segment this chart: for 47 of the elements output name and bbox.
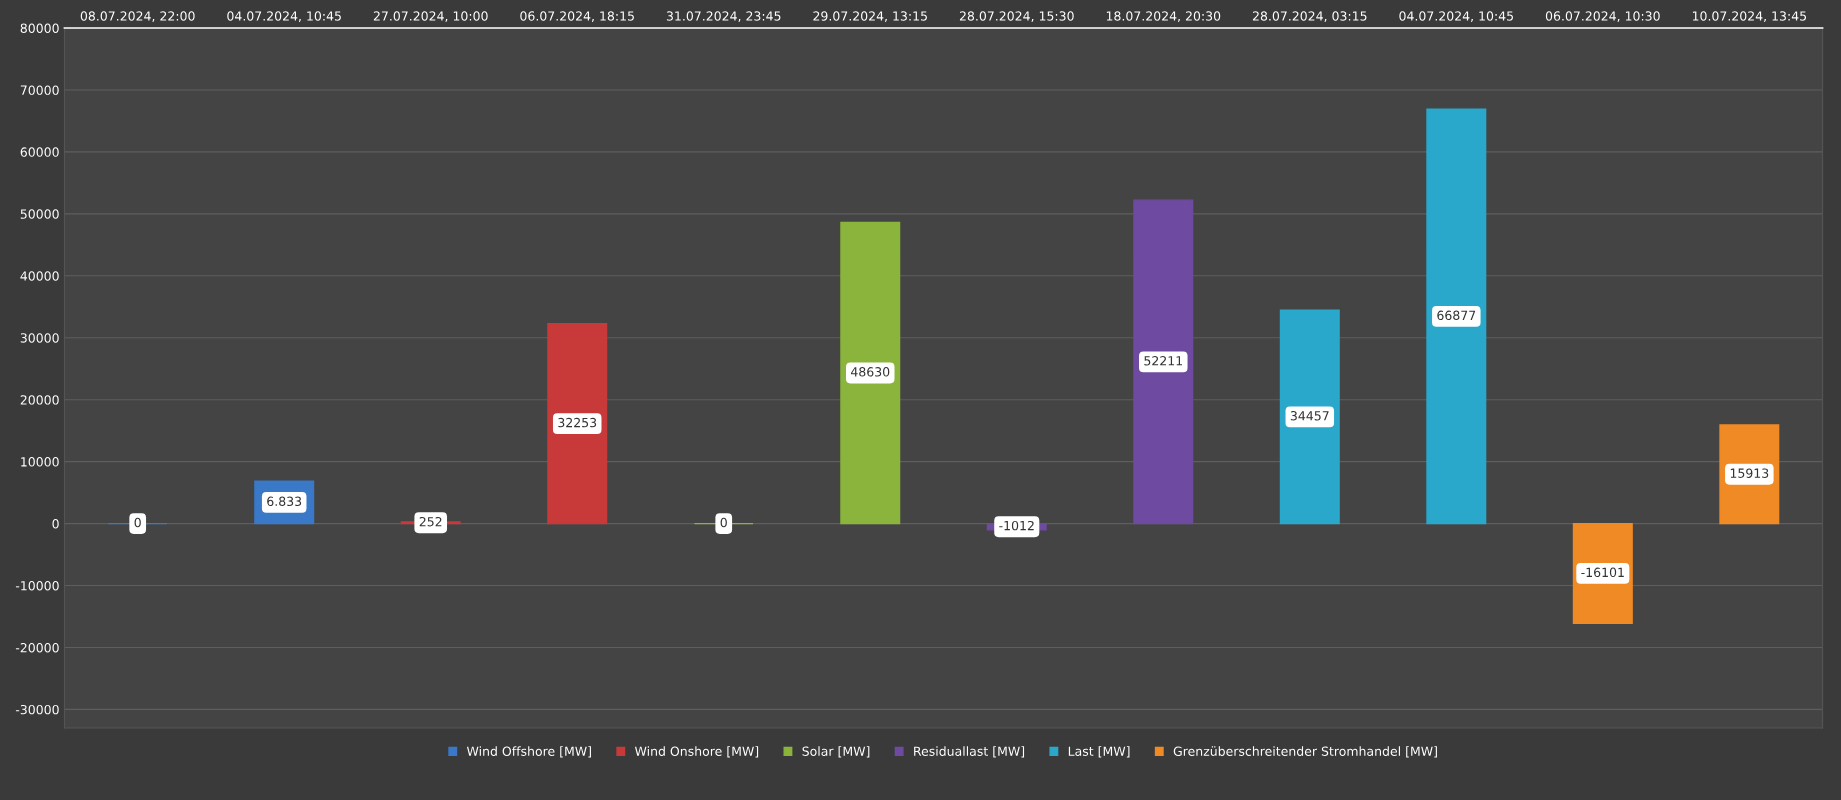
y-tick-label: 70000 [20,85,59,95]
data-label: -16101 [1581,567,1624,578]
data-label: 32253 [558,417,597,428]
data-label: 252 [419,516,442,527]
data-label: 48630 [850,367,890,377]
y-tick-label: 0 [52,519,59,529]
x-tick-label: 28.07.2024, 03:15 [1252,11,1367,22]
x-tick-label: 28.07.2024, 15:30 [959,11,1074,22]
legend-label: Solar [MW] [802,746,870,758]
data-label: 52211 [1144,356,1183,366]
x-tick-label: 27.07.2024, 10:00 [373,11,488,22]
x-tick-label: 06.07.2024, 18:15 [520,11,634,22]
y-tick-label: 50000 [20,209,59,219]
x-tick-label: 31.07.2024, 23:45 [666,11,781,22]
y-tick-label: 20000 [20,395,59,405]
y-tick-label: 80000 [20,23,59,33]
data-label: 0 [720,517,727,528]
legend-label: Last [MW] [1068,746,1130,758]
bar [1426,108,1487,525]
y-tick-label: 30000 [20,333,59,343]
data-label: -1012 [999,520,1034,531]
bar [1133,199,1194,525]
bar [547,323,608,525]
bar [1279,309,1340,525]
x-tick-label: 04.07.2024, 10:45 [1399,11,1513,22]
x-tick-label: 29.07.2024, 13:15 [813,11,927,22]
x-tick-label: 08.07.2024, 22:00 [80,11,195,22]
data-label: 0 [134,517,141,528]
data-label: 15913 [1730,468,1769,478]
x-tick-label: 06.07.2024, 10:30 [1545,11,1660,22]
x-tick-label: 04.07.2024, 10:45 [227,11,341,22]
y-tick-label: -10000 [15,580,59,591]
legend-label: Wind Offshore [MW] [466,746,591,758]
legend-label: Wind Onshore [MW] [634,746,759,758]
bar [840,221,901,525]
y-tick-label: -30000 [15,704,59,715]
x-tick-label: 10.07.2024, 13:45 [1692,11,1807,22]
y-tick-label: 40000 [20,271,59,281]
legend-label: Residuallast [MW] [914,746,1025,758]
y-tick-label: 10000 [21,457,59,467]
legend-label: Grenzüberschreitender Stromhandel [MW] [1173,746,1437,758]
x-tick-label: 18.07.2024, 20:30 [1106,11,1221,22]
y-tick-label: 60000 [20,147,59,157]
data-label: 6.833 [267,496,302,507]
data-label: 66877 [1437,310,1476,321]
y-tick-label: -20000 [15,642,59,653]
data-label: 34457 [1290,411,1329,421]
